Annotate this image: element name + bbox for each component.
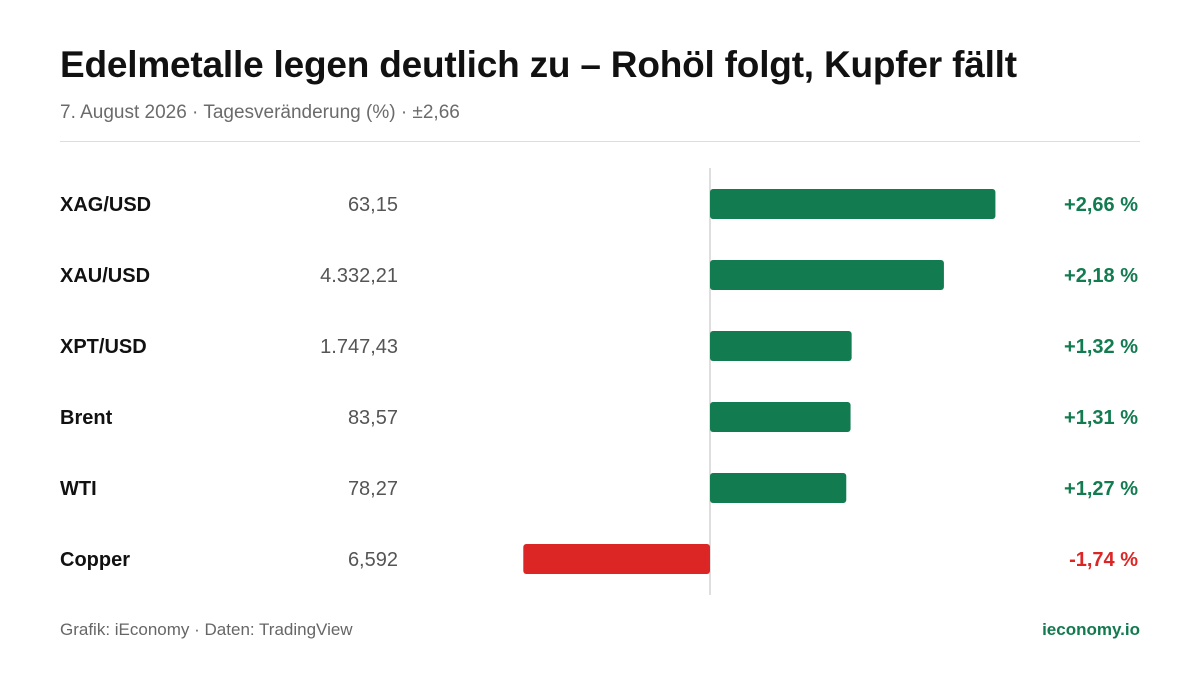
category-label: Brent [60, 407, 113, 429]
change-label: +1,31 % [1064, 407, 1138, 429]
category-label: XPT/USD [60, 336, 147, 358]
price-value: 1.747,43 [320, 336, 398, 358]
change-label: +2,66 % [1064, 194, 1138, 216]
chart-subtitle: 7. August 2026 · Tagesveränderung (%) · … [60, 102, 460, 123]
category-label: XAU/USD [60, 265, 150, 287]
change-label: +2,18 % [1064, 265, 1138, 287]
price-value: 4.332,21 [320, 265, 398, 287]
change-label: +1,27 % [1064, 478, 1138, 500]
bar-positive [710, 473, 847, 503]
category-label: Copper [60, 549, 130, 571]
bar-positive [710, 402, 851, 432]
source-credit: Grafik: iEconomy · Daten: TradingView [60, 620, 353, 639]
header-divider [60, 141, 1140, 142]
price-value: 83,57 [348, 407, 398, 429]
change-label: -1,74 % [1069, 549, 1138, 571]
chart-title: Edelmetalle legen deutlich zu – Rohöl fo… [60, 44, 1017, 85]
price-value: 78,27 [348, 478, 398, 500]
bar-positive [710, 331, 852, 361]
category-label: WTI [60, 478, 97, 500]
price-value: 63,15 [348, 194, 398, 216]
price-value: 6,592 [348, 549, 398, 571]
bar-positive [710, 260, 944, 290]
category-label: XAG/USD [60, 194, 151, 216]
change-label: +1,32 % [1064, 336, 1138, 358]
brand-link[interactable]: ieconomy.io [1042, 620, 1140, 639]
bar-positive [710, 189, 996, 219]
bar-negative [523, 544, 710, 574]
